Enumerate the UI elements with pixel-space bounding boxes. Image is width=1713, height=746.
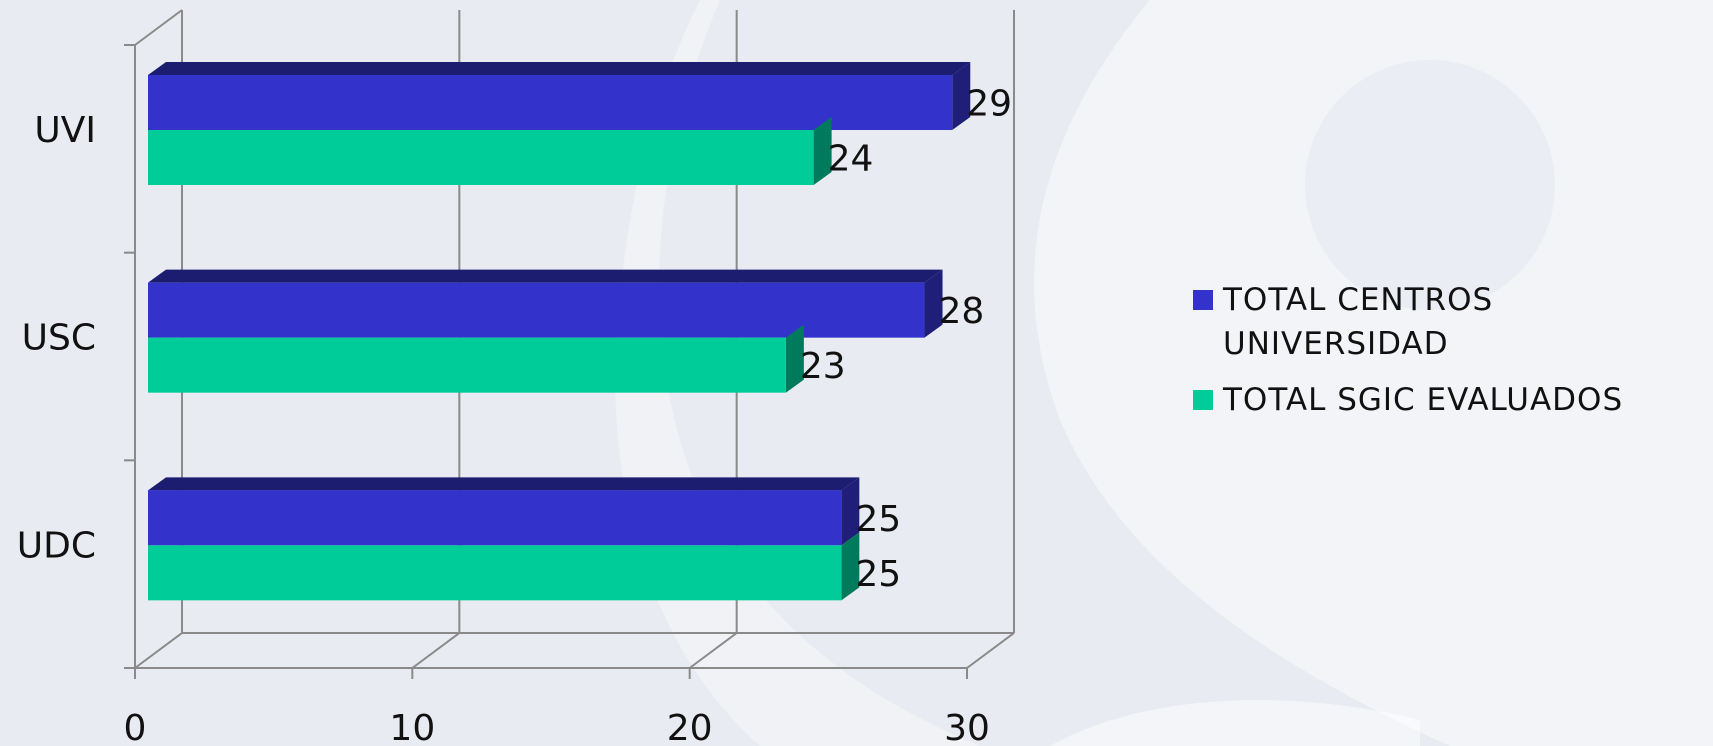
wall-top-edge	[134, 9, 183, 46]
chart-legend: TOTAL CENTROS UNIVERSIDAD TOTAL SGIC EVA…	[1193, 278, 1713, 422]
bar-side-s0-usc	[924, 269, 943, 338]
x-tick-label-3: 30	[944, 708, 990, 746]
bar-s0-udc	[148, 490, 842, 546]
bar-top-s0-uvi	[148, 62, 971, 75]
chart-labels: 0 10 20 30 UDC 25 25 USC 28 23 UVI 29 24	[17, 84, 1012, 746]
data-label-s1-udc: 25	[855, 554, 901, 595]
bar-side-s0-uvi	[952, 62, 971, 130]
legend-swatch-sgic	[1193, 390, 1213, 410]
category-label-usc: USC	[22, 318, 96, 359]
bar-side-s0-udc	[841, 477, 860, 546]
bar-side-s1-uvi	[813, 117, 832, 185]
bar-s0-usc	[148, 282, 925, 338]
legend-label-centros: TOTAL CENTROS UNIVERSIDAD	[1223, 282, 1494, 362]
bar-s1-uvi	[148, 130, 814, 185]
data-label-s0-udc: 25	[855, 499, 901, 540]
bar-s1-usc	[148, 337, 786, 393]
bar-side-s1-usc	[785, 324, 804, 393]
category-label-uvi: UVI	[34, 110, 96, 151]
x-tick-label-1: 10	[389, 708, 435, 746]
legend-swatch-centros	[1193, 290, 1213, 310]
bar-side-s1-udc	[841, 532, 860, 601]
data-label-s0-uvi: 29	[966, 84, 1012, 125]
bar-top-s0-usc	[148, 269, 943, 283]
bar-chart: 0 10 20 30 UDC 25 25 USC 28 23 UVI 29 24	[17, 9, 1015, 746]
gridline-floor-3	[966, 632, 1015, 669]
bar-s1-udc	[148, 545, 842, 601]
bar-s0-uvi	[148, 75, 953, 130]
legend-item-sgic: TOTAL SGIC EVALUADOS	[1193, 378, 1713, 422]
gridline-floor-0	[134, 632, 183, 669]
data-label-s1-usc: 23	[800, 346, 846, 387]
legend-label-sgic: TOTAL SGIC EVALUADOS	[1223, 382, 1624, 418]
gridline-floor-2	[689, 632, 738, 669]
category-label-udc: UDC	[17, 525, 96, 566]
x-tick-label-2: 20	[667, 708, 713, 746]
gridline-floor-1	[411, 632, 460, 669]
legend-item-centros: TOTAL CENTROS UNIVERSIDAD	[1193, 278, 1713, 366]
data-label-s1-uvi: 24	[828, 139, 874, 180]
data-label-s0-usc: 28	[939, 291, 985, 332]
bar-top-s0-udc	[148, 477, 860, 491]
chart-bars	[148, 62, 971, 601]
x-tick-label-0: 0	[124, 708, 147, 746]
